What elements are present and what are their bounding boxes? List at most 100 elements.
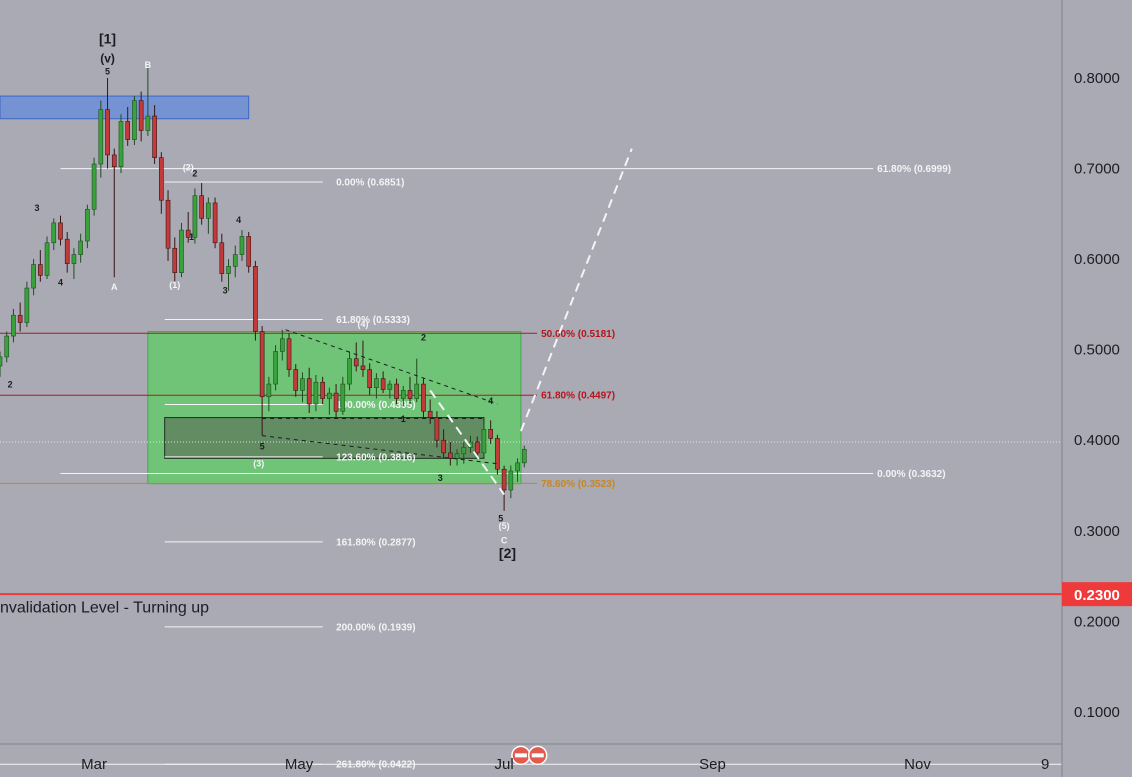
wave-label: B [145, 60, 152, 70]
y-tick-label: 0.6000 [1074, 251, 1120, 268]
candle-body [501, 468, 507, 491]
candle-body [461, 447, 467, 455]
candle-body [172, 247, 178, 273]
candle-body [199, 195, 204, 219]
candle-body [293, 369, 299, 391]
candle-body [394, 383, 399, 399]
candle-body [185, 229, 191, 238]
wave-label: 2 [421, 333, 426, 343]
y-tick-label: 0.4000 [1074, 432, 1120, 449]
projection-up [519, 148, 633, 432]
fib-level-label: 50.00% (0.5181) [541, 329, 615, 340]
x-tick-label: May [285, 756, 314, 773]
zones-layer [0, 95, 522, 485]
wave-label: 4 [488, 396, 493, 406]
candle-body [78, 240, 83, 255]
candle-body [259, 331, 265, 398]
candle-body [353, 358, 359, 367]
candle-body [327, 392, 332, 399]
candle-body [11, 314, 16, 337]
candle-body [24, 287, 30, 323]
candle-body [192, 195, 198, 238]
wave-label: (v) [100, 52, 115, 66]
candle-body [481, 429, 487, 454]
candle-body [51, 222, 57, 244]
candle-body [206, 202, 211, 219]
candle-body [333, 392, 339, 412]
fib-level-label: 261.80% (0.0422) [336, 760, 416, 771]
candle-body [515, 462, 520, 472]
wave-label: 3 [223, 286, 228, 296]
candle-body [159, 157, 164, 201]
candle-body [273, 351, 278, 385]
candle-body [145, 115, 151, 131]
candle-body [44, 242, 50, 276]
candle-body [232, 254, 238, 267]
wave-label: (5) [499, 521, 510, 531]
wave-label: 1 [189, 232, 194, 242]
candle-body [495, 438, 500, 470]
dark-zone [164, 417, 485, 459]
y-tick-label: 0.8000 [1074, 70, 1120, 87]
candle-body [360, 365, 366, 370]
candle-body [226, 266, 231, 274]
candle-body [380, 378, 386, 390]
candle-body [448, 452, 453, 459]
candle-body [91, 163, 97, 210]
candle-body [306, 378, 312, 405]
fib-levels-layer: 0.00% (0.6851) 61.80% (0.5333) 100.00% (0.… [0, 164, 1062, 771]
fib-level-label: 0.00% (0.6851) [336, 178, 404, 189]
fib-level-label: 200.00% (0.1939) [336, 622, 416, 633]
candle-body [0, 356, 3, 367]
blue-zone [0, 95, 250, 120]
candle-body [138, 100, 144, 131]
candle-body [179, 229, 184, 273]
y-tick-label: 0.1000 [1074, 704, 1120, 721]
wave-c-down [429, 389, 505, 496]
us-flag-icon-stripe [514, 753, 527, 758]
fib-level-label: 161.80% (0.2877) [336, 537, 416, 548]
fib-level-label: 61.80% (0.4497) [541, 391, 615, 402]
invalidation-annotation: nvalidation Level - Turning up [0, 599, 209, 616]
wave-label: 5 [498, 514, 503, 524]
candle-body [58, 222, 63, 240]
candle-body [407, 390, 413, 399]
wave-label: 2 [8, 380, 13, 390]
fib-level-label: 61.80% (0.6999) [877, 164, 951, 175]
trend-lines-layer [262, 148, 633, 496]
candle-body [212, 202, 218, 244]
x-tick-label: 9 [1041, 756, 1049, 773]
candle-body [340, 383, 346, 412]
y-tick-label: 0.7000 [1074, 161, 1120, 178]
price-highlight-tag [1062, 582, 1132, 607]
y-tick-label: 0.3000 [1074, 523, 1120, 540]
candle-body [38, 264, 43, 276]
wave-label: C [501, 535, 508, 545]
candle-body [118, 121, 124, 168]
candle-body [64, 238, 70, 264]
candle-body [454, 453, 460, 459]
candle-body [347, 358, 352, 385]
fib-level-label: 0.00% (0.3632) [877, 469, 945, 480]
candles-layer [0, 67, 527, 511]
candle-body [125, 121, 131, 140]
wave-label: [1] [99, 31, 116, 47]
wave-label: 5 [105, 66, 110, 76]
candle-body [508, 470, 514, 491]
candle-body [441, 439, 446, 454]
x-tick-label: Jul [495, 756, 514, 773]
candle-body [152, 115, 157, 158]
candle-body [71, 254, 77, 264]
wave-label: 5 [260, 441, 265, 451]
y-tick-label: 0.2000 [1074, 613, 1120, 630]
x-tick-label: Nov [904, 756, 931, 773]
wave-label: (2) [183, 162, 194, 172]
wave-label: A [111, 282, 118, 292]
fib-level-label: 78.60% (0.3523) [541, 479, 615, 490]
candle-body [17, 314, 23, 323]
candle-body [434, 417, 440, 441]
fib-level-label: 100.00% (0.4395) [336, 400, 416, 411]
candle-body [367, 369, 372, 388]
